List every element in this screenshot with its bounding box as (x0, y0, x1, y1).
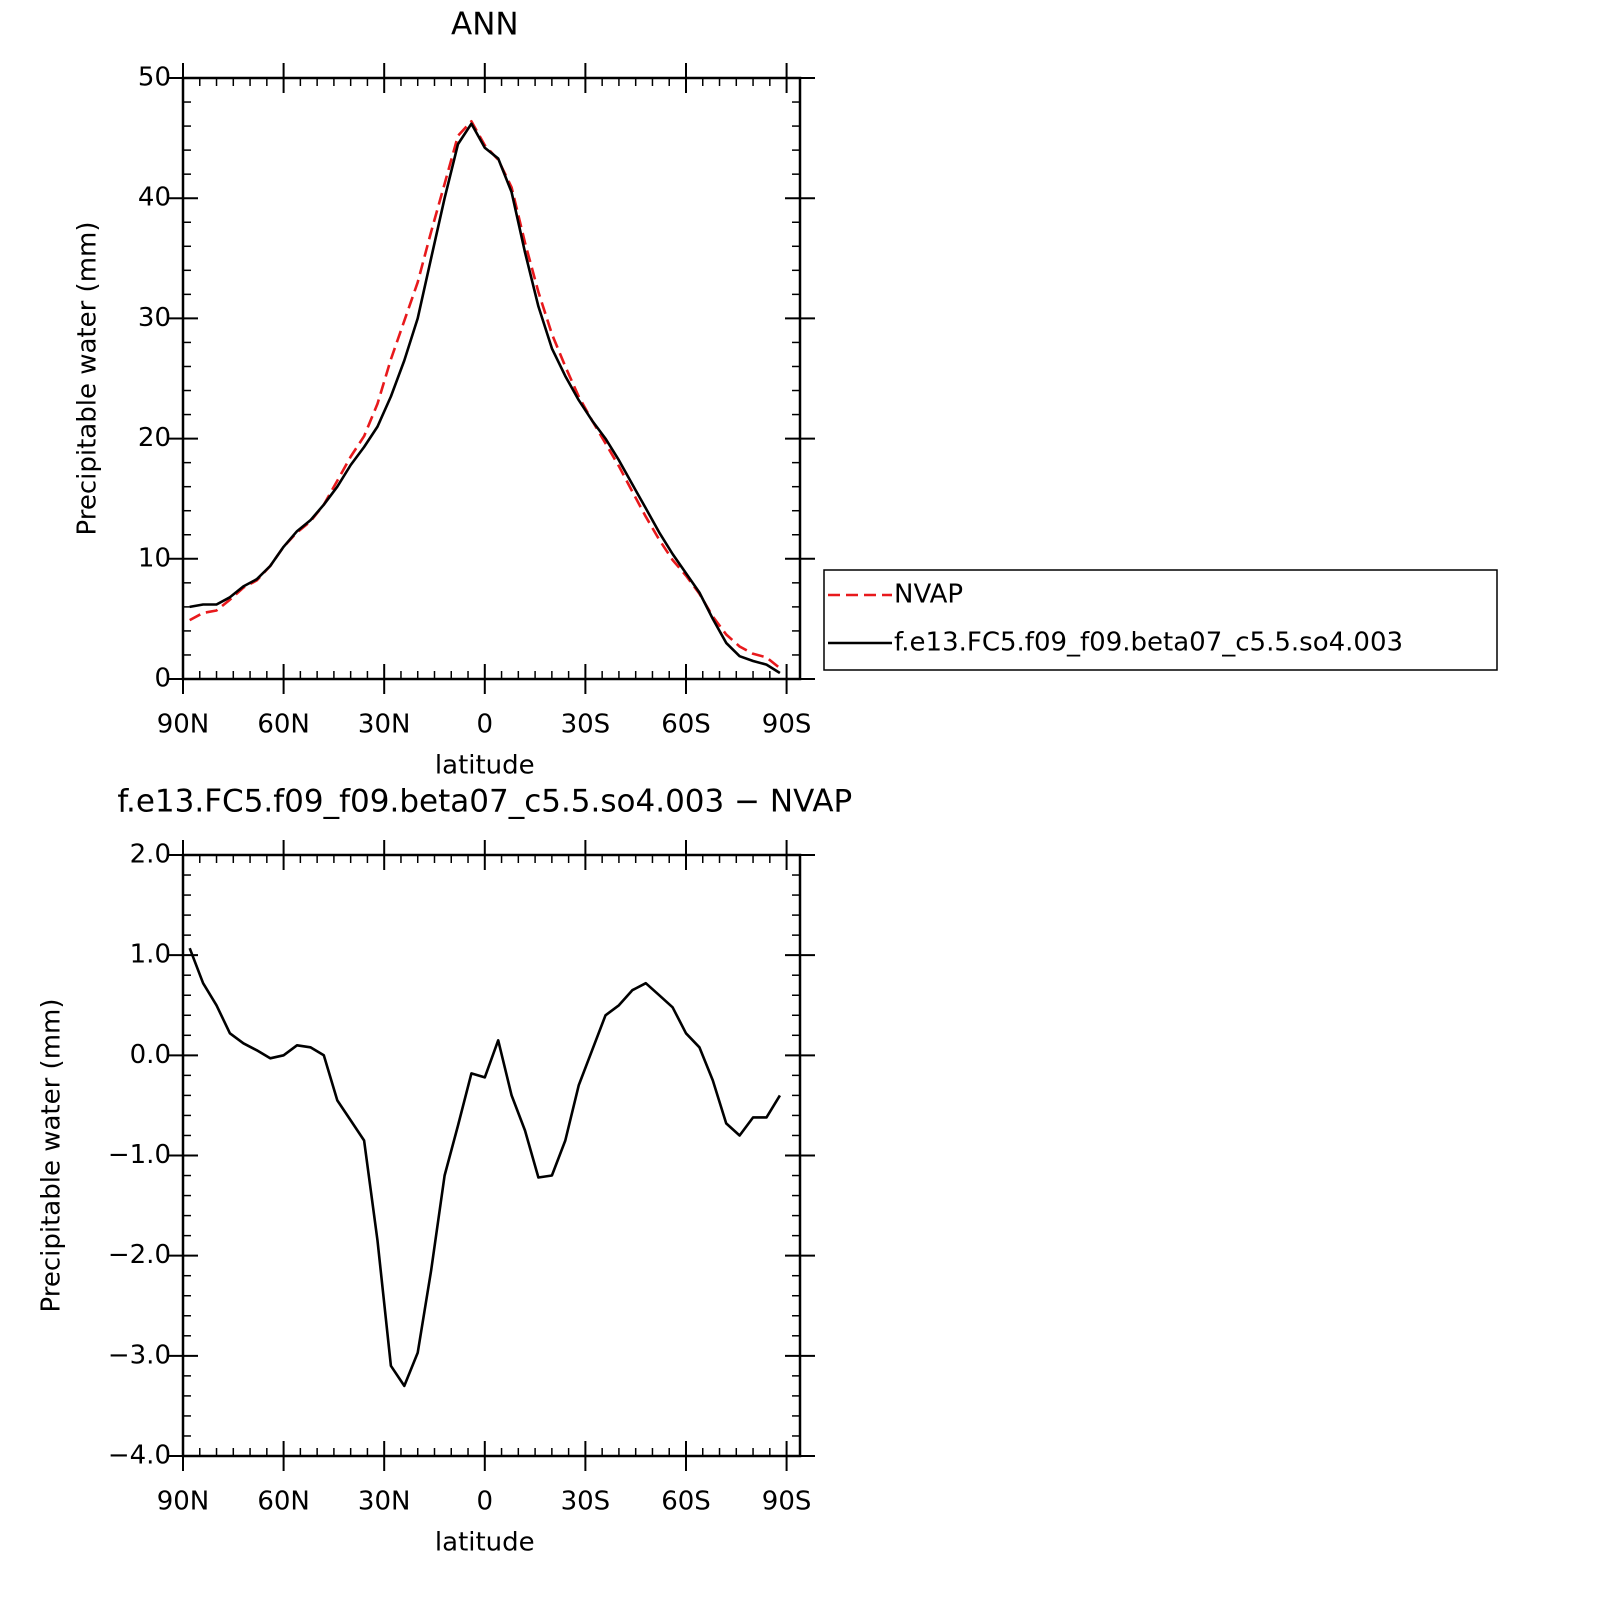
data-line (189, 120, 781, 670)
legend: NVAP f.e13.FC5.f09_f09.beta07_c5.5.so4.00… (823, 569, 1498, 671)
chart-title: f.e13.FC5.f09_f09.beta07_c5.5.so4.003 − … (117, 784, 852, 820)
y-tick-label: 30 (138, 303, 171, 333)
x-tick-label: 60S (661, 710, 711, 740)
y-tick-label: −3.0 (108, 1340, 171, 1370)
y-tick-label: −4.0 (108, 1441, 171, 1471)
x-tick-label: 30N (358, 710, 411, 740)
x-axis-label: latitude (435, 1528, 535, 1558)
x-tick-label: 90N (157, 1487, 210, 1517)
data-line (188, 947, 782, 1388)
x-tick-label: 90S (762, 1487, 812, 1517)
x-tick-label: 0 (477, 710, 494, 740)
y-tick-label: 10 (138, 543, 171, 573)
y-tick-label: −1.0 (108, 1140, 171, 1170)
x-tick-label: 60N (257, 710, 310, 740)
y-tick-label: 50 (138, 63, 171, 93)
y-tick-label: 0.0 (130, 1040, 171, 1070)
legend-label: f.e13.FC5.f09_f09.beta07_c5.5.so4.003 (894, 628, 1403, 658)
data-line (189, 122, 781, 675)
x-tick-label: 90N (157, 710, 210, 740)
x-tick-label: 30N (358, 1487, 411, 1517)
y-tick-label: 0 (154, 664, 171, 694)
plot-frame (181, 76, 802, 681)
x-tick-label: 90S (762, 710, 812, 740)
legend-box (823, 569, 1498, 671)
y-axis-label: Precipitable water (mm) (37, 999, 67, 1313)
y-axis-label: Precipitable water (mm) (73, 222, 103, 536)
y-tick-label: 20 (138, 423, 171, 453)
plot-frame (181, 853, 802, 1458)
x-tick-label: 30S (561, 710, 611, 740)
x-tick-label: 60N (257, 1487, 310, 1517)
chart-title: ANN (451, 7, 519, 43)
y-tick-label: 1.0 (130, 940, 171, 970)
legend-label: NVAP (894, 580, 963, 610)
x-tick-label: 0 (477, 1487, 494, 1517)
y-tick-label: −2.0 (108, 1240, 171, 1270)
y-tick-label: 40 (138, 183, 171, 213)
x-axis-label: latitude (435, 751, 535, 781)
x-tick-label: 60S (661, 1487, 711, 1517)
y-tick-label: 2.0 (130, 840, 171, 870)
x-tick-label: 30S (561, 1487, 611, 1517)
